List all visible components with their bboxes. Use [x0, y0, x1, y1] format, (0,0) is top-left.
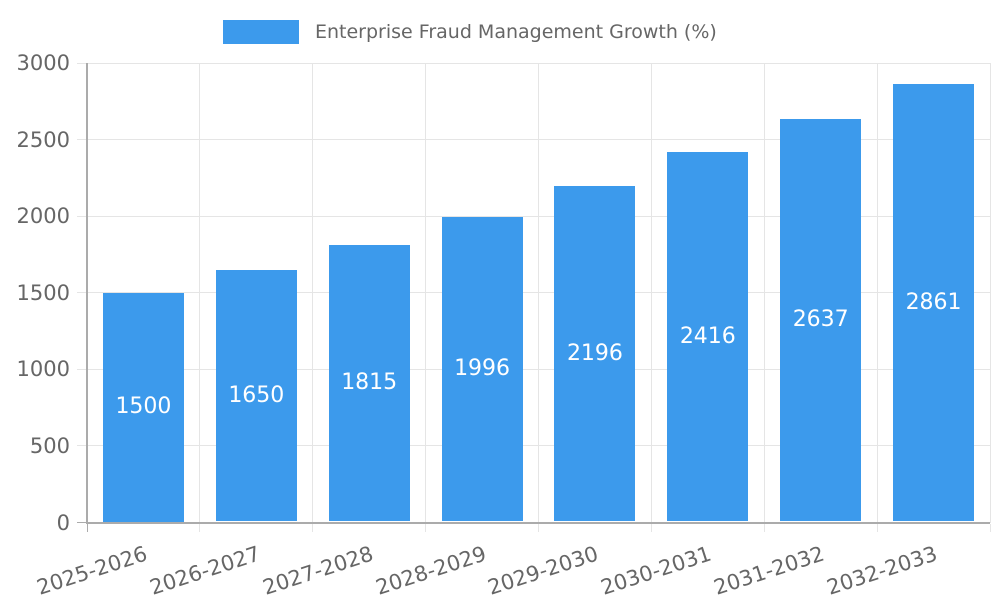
gridline-vertical: [989, 63, 991, 523]
legend-swatch: [223, 20, 299, 44]
x-axis-tick-label: 2028-2029: [372, 541, 489, 600]
x-axis-tick-label: 2027-2028: [259, 541, 376, 600]
y-axis-tick-label: 1000: [16, 357, 70, 382]
x-axis-line: [85, 521, 990, 524]
y-axis-tick: [77, 292, 87, 294]
y-axis-tick-label: 2500: [16, 127, 70, 152]
gridline-vertical: [312, 63, 314, 523]
gridline-vertical: [425, 63, 427, 523]
y-axis-tick-label: 500: [29, 433, 70, 458]
x-axis-tick: [425, 523, 427, 532]
bar[interactable]: [667, 152, 749, 522]
x-axis-tick: [312, 523, 314, 532]
bar[interactable]: [215, 269, 297, 522]
y-axis-tick-label: 1500: [16, 280, 70, 305]
bar[interactable]: [893, 84, 975, 522]
y-axis-tick: [77, 368, 87, 370]
gridline-vertical: [763, 63, 765, 523]
bar[interactable]: [441, 216, 523, 522]
y-axis-tick-label: 3000: [16, 51, 70, 75]
x-axis-tick-label: 2029-2030: [485, 541, 602, 600]
x-axis-tick: [763, 523, 765, 532]
x-axis-tick: [876, 523, 878, 532]
x-axis-tick: [199, 523, 201, 532]
bar[interactable]: [554, 186, 636, 522]
x-axis-tick-label: 2032-2033: [823, 541, 941, 600]
gridline-vertical: [199, 63, 201, 523]
y-axis-tick: [77, 62, 87, 64]
legend-item[interactable]: Enterprise Fraud Management Growth (%): [223, 20, 717, 44]
y-axis-tick: [77, 445, 87, 447]
gridline-vertical: [538, 63, 539, 523]
x-axis-tick: [538, 523, 539, 532]
y-axis-tick: [77, 215, 87, 217]
x-axis-tick: [650, 523, 652, 532]
y-axis-tick: [77, 522, 87, 523]
y-axis-tick-label: 2000: [16, 204, 70, 229]
gridline-vertical: [650, 63, 652, 523]
y-axis-line: [85, 63, 88, 524]
x-axis-tick-label: 2030-2031: [598, 541, 715, 600]
x-axis-tick: [989, 523, 991, 532]
y-axis-tick-label: 0: [56, 510, 70, 535]
x-axis-tick: [86, 523, 88, 532]
bar[interactable]: [328, 244, 410, 522]
x-axis-tick-label: 2025-2026: [33, 541, 151, 600]
bar[interactable]: [102, 292, 184, 522]
gridline-vertical: [876, 63, 878, 523]
x-axis-tick-label: 2026-2027: [146, 541, 264, 600]
legend-label: Enterprise Fraud Management Growth (%): [315, 21, 717, 43]
bar[interactable]: [780, 118, 862, 522]
y-axis-tick: [77, 139, 87, 141]
x-axis-tick-label: 2031-2032: [711, 541, 828, 600]
